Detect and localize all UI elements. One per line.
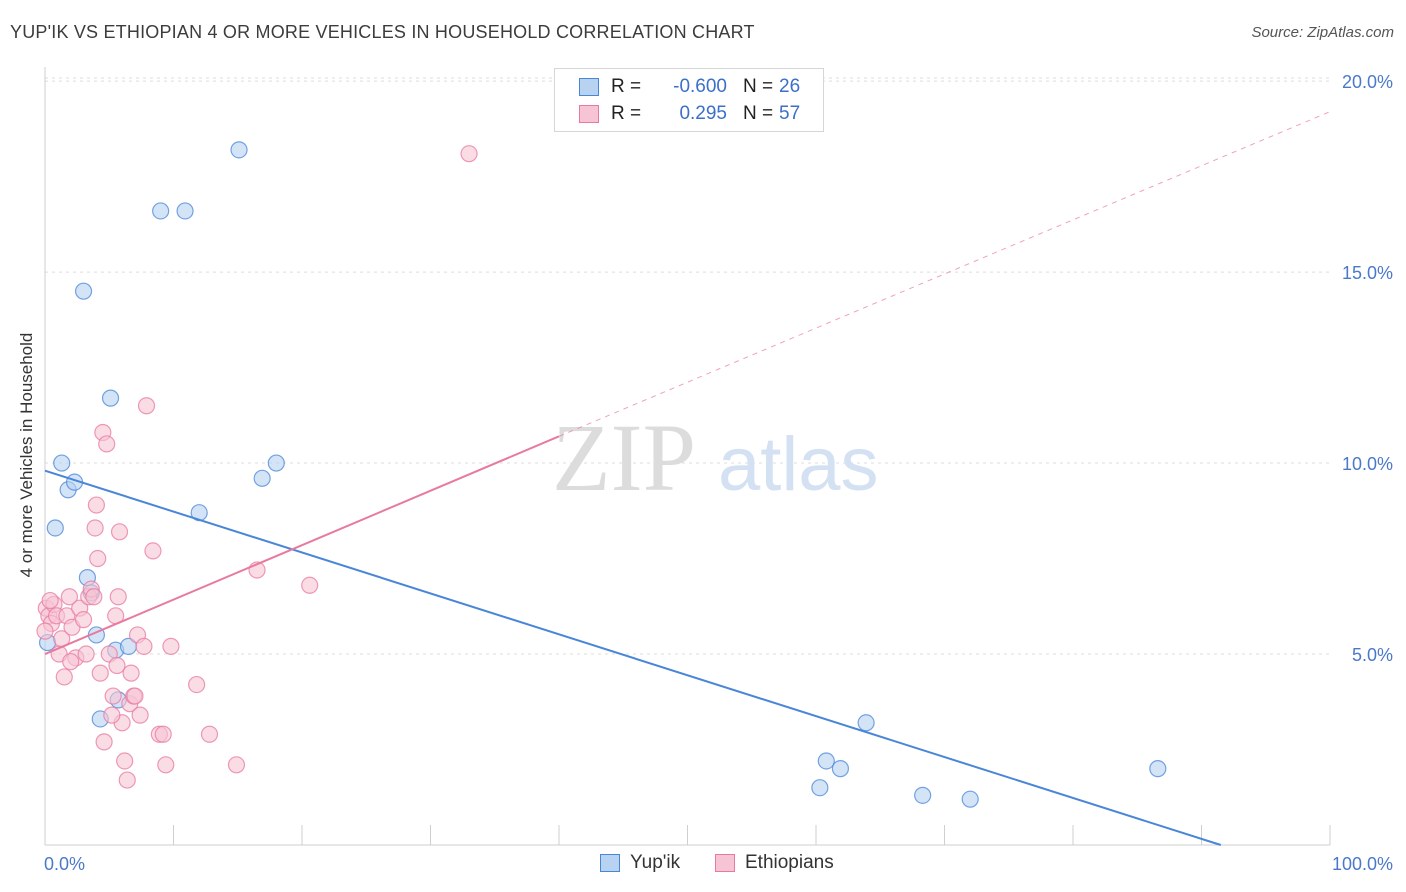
yupik-point: [831, 760, 850, 778]
ethiopian-point: [188, 675, 206, 694]
ethiopian-point: [86, 519, 104, 537]
y-tick-label: 15.0%: [1342, 263, 1393, 283]
yupik-point: [152, 202, 170, 220]
legend-r-label: R =: [611, 103, 642, 124]
ethiopian-point: [41, 591, 59, 610]
legend-n-label: N =: [743, 76, 774, 97]
bottom-legend-ethiopians: Ethiopians: [715, 852, 834, 874]
bottom-legend-label-ethiopians: Ethiopians: [745, 852, 834, 873]
yupik-point: [811, 779, 829, 797]
ethiopian-point: [104, 687, 122, 705]
ethiopian-point: [89, 549, 107, 568]
ethiopian-point: [200, 725, 219, 743]
ethiopian-point: [109, 588, 127, 606]
bottom-legend: Yup'ik Ethiopians: [0, 852, 1406, 878]
yupik-point: [53, 454, 71, 472]
ethiopian-point: [126, 687, 144, 705]
ethiopian-point: [135, 637, 153, 655]
legend-row-ethiopians: R = 0.295 N = 57: [579, 101, 800, 127]
bottom-legend-label-yupik: Yup'ik: [630, 852, 681, 873]
ethiopian-point: [110, 523, 129, 541]
source-label: Source: ZipAtlas.com: [1251, 24, 1394, 41]
ethiopian-point: [91, 664, 109, 682]
yupik-point: [857, 714, 875, 732]
ethiopian-point: [74, 611, 93, 629]
ethiopian-point: [62, 653, 80, 671]
ethiopian-point: [60, 588, 79, 606]
ethiopian-point: [103, 706, 121, 724]
ethiopian-point: [118, 771, 136, 789]
ethiopian-point: [36, 622, 54, 640]
yupik-point: [176, 202, 194, 220]
legend-swatch-ethiopians: [579, 105, 599, 123]
ethiopian-point: [157, 756, 175, 774]
bottom-legend-swatch-ethiopians: [715, 854, 735, 872]
legend-n-value: 26: [779, 76, 801, 97]
ethiopian-point: [85, 588, 103, 606]
legend-n-label: N =: [743, 103, 774, 124]
ethiopian-point: [122, 664, 140, 682]
legend-row-yupik: R = -0.600 N = 26: [579, 74, 800, 100]
legend-r-value: -0.600: [673, 76, 727, 97]
ethiopian-point: [98, 435, 116, 453]
bottom-legend-swatch-yupik: [600, 854, 620, 872]
x-tick-label-max: 100.0%: [1332, 854, 1393, 874]
ethiopian-point: [77, 645, 95, 663]
yupik-point: [1149, 760, 1167, 778]
legend-r-label: R =: [611, 76, 642, 97]
chart-title: YUP'IK VS ETHIOPIAN 4 OR MORE VEHICLES I…: [10, 22, 755, 42]
x-tick-label-min: 0.0%: [44, 854, 85, 874]
ethiopian-point: [137, 397, 156, 415]
ethiopian-trend-line: [44, 435, 560, 655]
yupik-point: [914, 786, 932, 804]
ethiopian-point: [154, 725, 172, 743]
ethiopian-point: [301, 576, 319, 594]
yupik-point: [101, 389, 120, 407]
legend: R = -0.600 N = 26 R = 0.295 N = 57: [554, 68, 824, 132]
ethiopian-point: [116, 752, 134, 770]
ethiopian-trend-extension: [558, 111, 1331, 437]
y-tick-label: 10.0%: [1342, 454, 1393, 474]
yupik-point: [817, 752, 835, 770]
watermark-atlas: atlas: [718, 422, 879, 507]
yupik-point: [46, 519, 64, 537]
bottom-legend-yupik: Yup'ik: [600, 852, 680, 874]
yupik-point: [74, 282, 93, 300]
y-tick-label: 5.0%: [1352, 645, 1393, 665]
y-tick-label: 20.0%: [1342, 72, 1393, 92]
ethiopian-point: [162, 637, 180, 655]
ethiopian-point: [95, 733, 113, 751]
ethiopian-point: [227, 756, 246, 774]
ethiopian-point: [131, 706, 149, 724]
ethiopian-point: [460, 145, 478, 163]
yupik-point: [230, 141, 248, 159]
yupik-point: [961, 790, 979, 808]
yupik-point: [267, 454, 285, 472]
legend-n-value: 57: [779, 103, 801, 124]
ethiopian-point: [108, 656, 126, 675]
legend-r-value: 0.295: [679, 103, 727, 124]
legend-swatch-yupik: [579, 78, 599, 96]
ethiopian-point: [87, 496, 106, 514]
yupik-trend-line: [44, 469, 1222, 846]
ethiopian-point: [144, 542, 162, 560]
watermark-zip: ZIP: [552, 404, 696, 511]
ethiopian-point: [55, 668, 73, 686]
yupik-point: [253, 469, 271, 487]
